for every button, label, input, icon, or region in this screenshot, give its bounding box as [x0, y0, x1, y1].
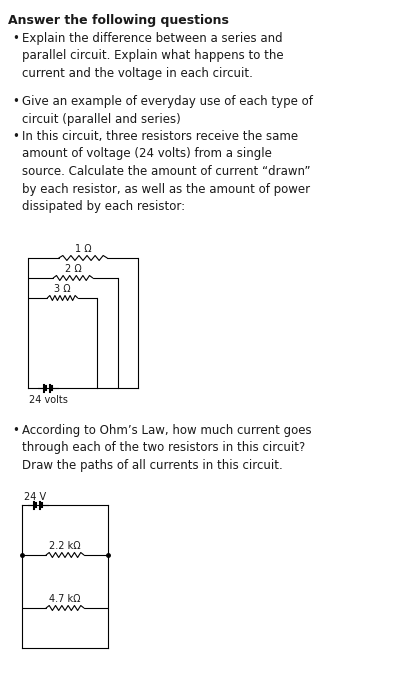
Text: Explain the difference between a series and
parallel circuit. Explain what happe: Explain the difference between a series … [22, 32, 284, 80]
Text: •: • [12, 130, 19, 143]
Text: •: • [12, 95, 19, 108]
Text: •: • [12, 32, 19, 45]
Text: 4.7 kΩ: 4.7 kΩ [49, 594, 81, 604]
Text: 1 Ω: 1 Ω [75, 244, 91, 254]
Text: 2.2 kΩ: 2.2 kΩ [49, 541, 81, 551]
Text: In this circuit, three resistors receive the same
amount of voltage (24 volts) f: In this circuit, three resistors receive… [22, 130, 310, 213]
Text: 2 Ω: 2 Ω [65, 264, 81, 274]
Text: 24 V: 24 V [24, 492, 46, 502]
Text: •: • [12, 424, 19, 437]
Text: According to Ohm’s Law, how much current goes
through each of the two resistors : According to Ohm’s Law, how much current… [22, 424, 312, 472]
Text: Answer the following questions: Answer the following questions [8, 14, 229, 27]
Text: 24 volts: 24 volts [29, 395, 67, 405]
Text: Give an example of everyday use of each type of
circuit (parallel and series): Give an example of everyday use of each … [22, 95, 313, 125]
Text: 3 Ω: 3 Ω [54, 284, 71, 294]
